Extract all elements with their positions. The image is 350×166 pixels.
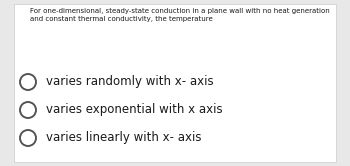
Circle shape (20, 102, 36, 118)
Circle shape (20, 74, 36, 90)
Circle shape (20, 130, 36, 146)
Text: varies linearly with x- axis: varies linearly with x- axis (46, 131, 202, 144)
FancyBboxPatch shape (14, 4, 336, 162)
Text: varies exponential with x axis: varies exponential with x axis (46, 103, 223, 117)
Text: For one-dimensional, steady-state conduction in a plane wall with no heat genera: For one-dimensional, steady-state conduc… (30, 8, 330, 23)
Text: varies randomly with x- axis: varies randomly with x- axis (46, 76, 214, 88)
